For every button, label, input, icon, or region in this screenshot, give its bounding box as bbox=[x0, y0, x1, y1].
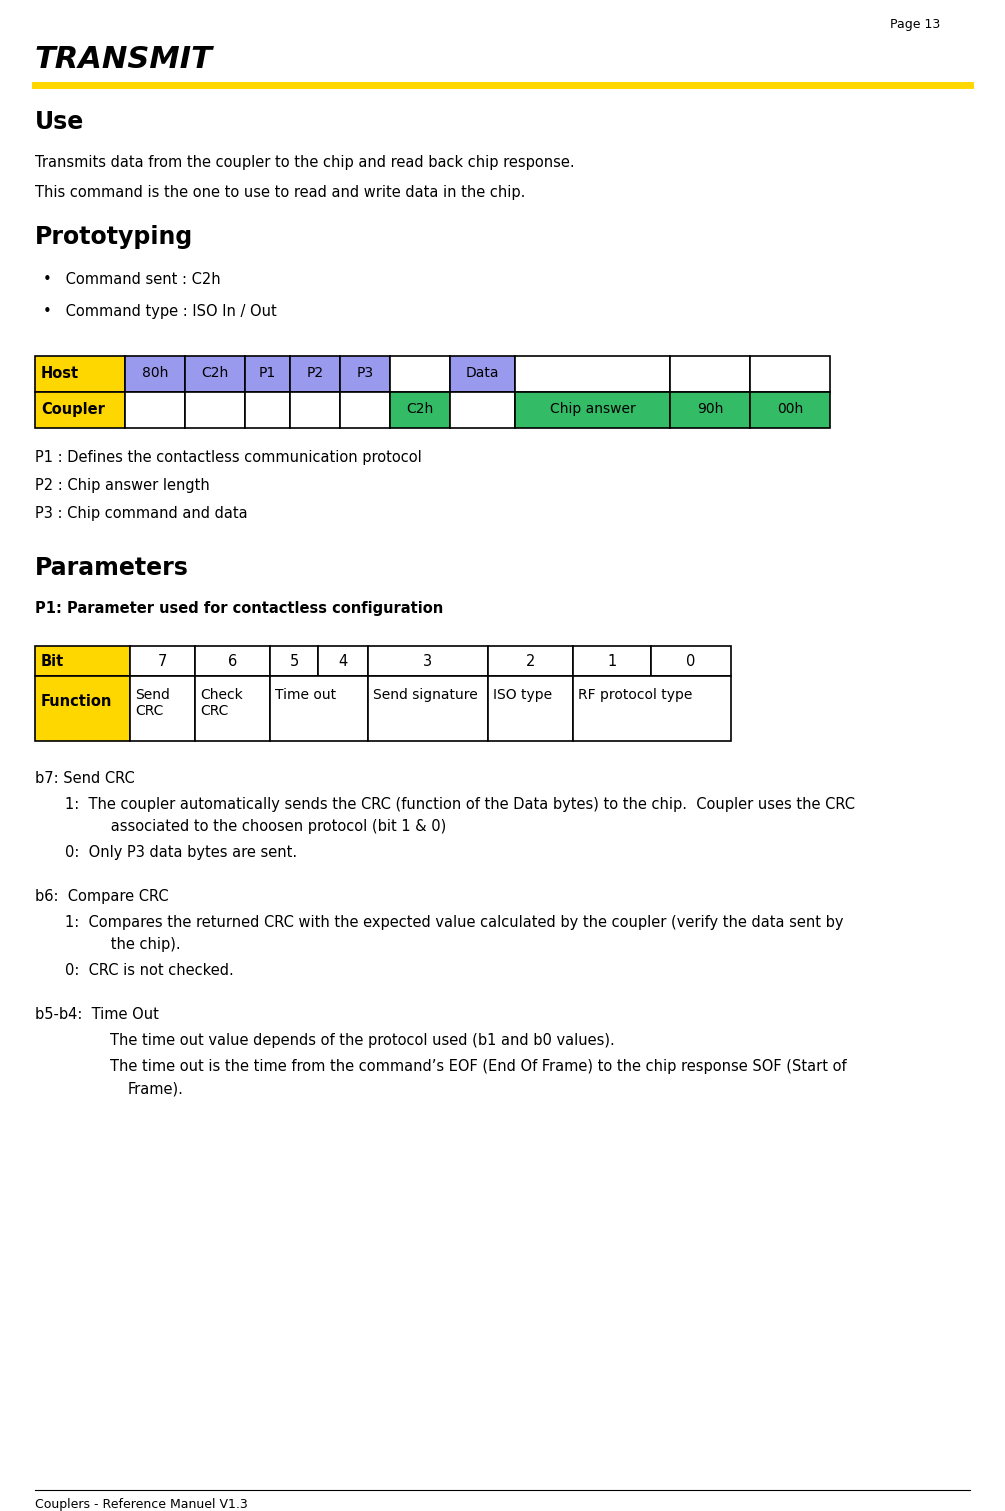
Bar bbox=[35, 647, 130, 675]
Bar bbox=[488, 675, 573, 740]
Bar bbox=[573, 675, 731, 740]
Text: P1: Parameter used for contactless configuration: P1: Parameter used for contactless confi… bbox=[35, 601, 443, 616]
Text: Parameters: Parameters bbox=[35, 556, 189, 580]
Text: Bit: Bit bbox=[41, 654, 64, 669]
Text: 80h: 80h bbox=[142, 366, 168, 379]
Text: 5: 5 bbox=[289, 654, 298, 669]
Text: The time out value depends of the protocol used (b1 and b0 values).: The time out value depends of the protoc… bbox=[110, 1034, 615, 1049]
Bar bbox=[130, 647, 195, 675]
Text: b5-b4:  Time Out: b5-b4: Time Out bbox=[35, 1006, 159, 1021]
Text: 0:  Only P3 data bytes are sent.: 0: Only P3 data bytes are sent. bbox=[65, 845, 297, 860]
Text: b6:  Compare CRC: b6: Compare CRC bbox=[35, 888, 169, 904]
Bar bbox=[125, 391, 185, 428]
Bar bbox=[270, 647, 318, 675]
Bar bbox=[130, 675, 195, 740]
Text: ISO type: ISO type bbox=[493, 688, 552, 703]
Bar bbox=[185, 357, 245, 391]
Bar bbox=[750, 391, 830, 428]
Text: Host: Host bbox=[41, 366, 79, 381]
Bar bbox=[195, 675, 270, 740]
Text: associated to the choosen protocol (bit 1 & 0): associated to the choosen protocol (bit … bbox=[83, 819, 446, 834]
Text: Prototyping: Prototyping bbox=[35, 225, 193, 249]
Text: Check
CRC: Check CRC bbox=[200, 688, 243, 718]
Text: P2: P2 bbox=[307, 366, 324, 379]
Text: b7: Send CRC: b7: Send CRC bbox=[35, 771, 135, 786]
Bar bbox=[390, 391, 450, 428]
Bar bbox=[318, 647, 368, 675]
Bar bbox=[488, 647, 573, 675]
Bar bbox=[670, 391, 750, 428]
Text: Page 13: Page 13 bbox=[889, 18, 940, 32]
Text: •   Command sent : C2h: • Command sent : C2h bbox=[43, 272, 221, 287]
Text: Use: Use bbox=[35, 110, 84, 134]
Bar bbox=[390, 357, 450, 391]
Bar bbox=[670, 357, 750, 391]
Text: 90h: 90h bbox=[696, 402, 724, 416]
Text: •   Command type : ISO In / Out: • Command type : ISO In / Out bbox=[43, 304, 276, 319]
Text: 2: 2 bbox=[526, 654, 536, 669]
Text: P1: P1 bbox=[259, 366, 276, 379]
Text: 0: 0 bbox=[686, 654, 695, 669]
Text: P3 : Chip command and data: P3 : Chip command and data bbox=[35, 506, 247, 521]
Text: 1:  The coupler automatically sends the CRC (function of the Data bytes) to the : 1: The coupler automatically sends the C… bbox=[65, 796, 855, 811]
Bar bbox=[340, 357, 390, 391]
Bar bbox=[35, 675, 130, 740]
Bar bbox=[573, 647, 651, 675]
Bar bbox=[368, 647, 488, 675]
Bar bbox=[450, 357, 515, 391]
Bar bbox=[125, 357, 185, 391]
Text: P3: P3 bbox=[357, 366, 374, 379]
Text: TRANSMIT: TRANSMIT bbox=[35, 45, 213, 74]
Bar bbox=[245, 357, 290, 391]
Bar bbox=[515, 357, 670, 391]
Bar bbox=[195, 647, 270, 675]
Text: C2h: C2h bbox=[201, 366, 228, 379]
Text: Chip answer: Chip answer bbox=[550, 402, 635, 416]
Text: 00h: 00h bbox=[777, 402, 803, 416]
Text: P2 : Chip answer length: P2 : Chip answer length bbox=[35, 477, 210, 493]
Text: Time out: Time out bbox=[275, 688, 336, 703]
Text: the chip).: the chip). bbox=[83, 937, 181, 952]
Text: 1:  Compares the returned CRC with the expected value calculated by the coupler : 1: Compares the returned CRC with the ex… bbox=[65, 916, 843, 929]
Bar bbox=[35, 357, 125, 391]
Text: The time out is the time from the command’s EOF (End Of Frame) to the chip respo: The time out is the time from the comman… bbox=[110, 1059, 846, 1074]
Text: Frame).: Frame). bbox=[128, 1080, 184, 1095]
Text: 4: 4 bbox=[339, 654, 348, 669]
Bar bbox=[750, 357, 830, 391]
Text: 7: 7 bbox=[158, 654, 167, 669]
Bar bbox=[245, 391, 290, 428]
Text: P1 : Defines the contactless communication protocol: P1 : Defines the contactless communicati… bbox=[35, 450, 422, 465]
Text: Send signature: Send signature bbox=[373, 688, 477, 703]
Text: This command is the one to use to read and write data in the chip.: This command is the one to use to read a… bbox=[35, 184, 526, 199]
Text: Coupler: Coupler bbox=[41, 402, 105, 417]
Bar bbox=[368, 675, 488, 740]
Text: RF protocol type: RF protocol type bbox=[578, 688, 692, 703]
Text: Couplers - Reference Manuel V1.3: Couplers - Reference Manuel V1.3 bbox=[35, 1497, 248, 1511]
Text: 1: 1 bbox=[607, 654, 617, 669]
Bar bbox=[290, 357, 340, 391]
Text: Transmits data from the coupler to the chip and read back chip response.: Transmits data from the coupler to the c… bbox=[35, 156, 575, 171]
Bar bbox=[340, 391, 390, 428]
Text: C2h: C2h bbox=[406, 402, 433, 416]
Bar bbox=[35, 391, 125, 428]
Text: Send
CRC: Send CRC bbox=[135, 688, 170, 718]
Bar bbox=[515, 391, 670, 428]
Bar bbox=[185, 391, 245, 428]
Bar bbox=[270, 675, 368, 740]
Text: Data: Data bbox=[465, 366, 499, 379]
Bar bbox=[651, 647, 731, 675]
Bar bbox=[290, 391, 340, 428]
Text: 6: 6 bbox=[228, 654, 237, 669]
Text: 0:  CRC is not checked.: 0: CRC is not checked. bbox=[65, 963, 234, 978]
Text: Function: Function bbox=[41, 694, 113, 709]
Text: 3: 3 bbox=[423, 654, 432, 669]
Bar bbox=[450, 391, 515, 428]
